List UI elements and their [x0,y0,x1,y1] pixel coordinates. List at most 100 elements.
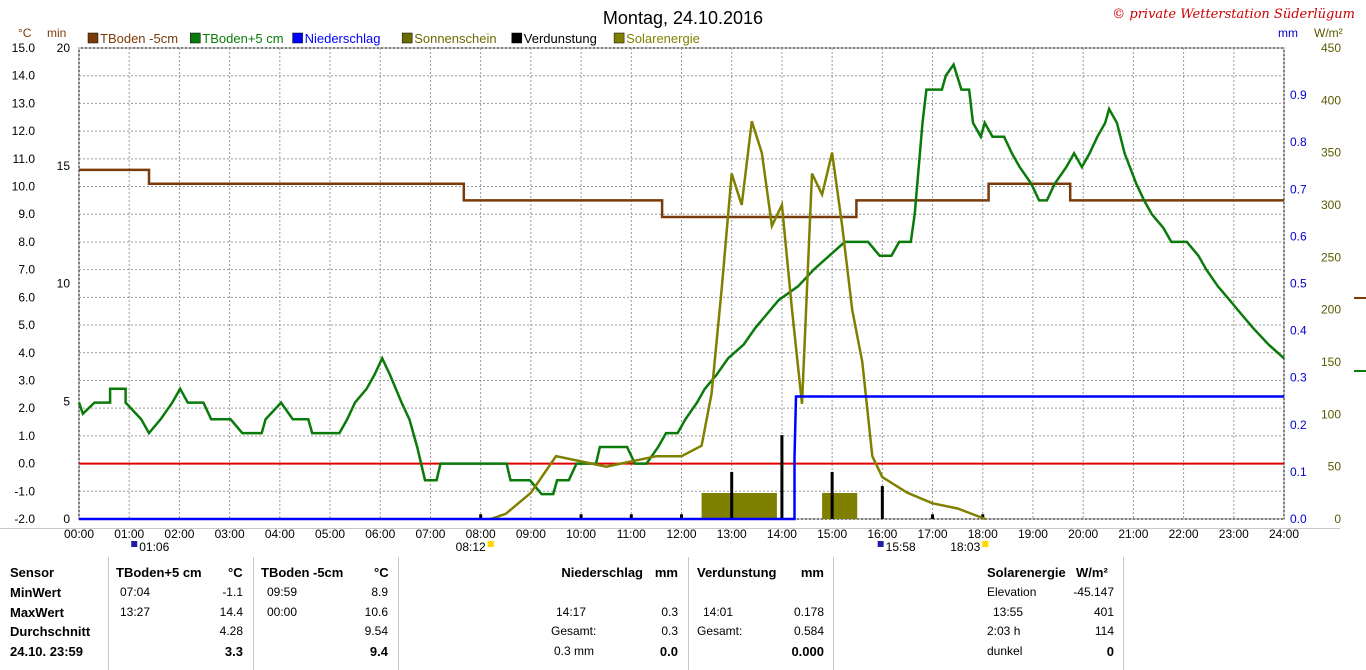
right-axis-unit-mm: mm [1278,26,1298,40]
y-tick-wm2: 100 [1321,407,1341,421]
niederschlag-max-value: 0.3 [661,605,678,619]
legend-swatch [401,32,413,44]
y-tick-wm2: 0 [1334,512,1341,526]
solarenergie-unit: W/m² [1076,565,1108,580]
solarenergie-header: Solarenergie [987,565,1066,580]
evaporation-bar [981,514,985,519]
moonset-marker [877,541,884,547]
solarenergie-elevation-value: -45.147 [1073,585,1114,599]
niederschlag-total-label: Gesamt: [551,624,597,638]
y-tick-wm2: 250 [1321,250,1341,264]
x-tick-label: 16:00 [867,527,897,541]
sunset-time-label: 18:03 [950,540,980,554]
x-tick-label: 18:00 [968,527,998,541]
statistics-table: Sensor MinWert MaxWert Durchschnitt 24.1… [0,528,1366,670]
x-tick-label: 24:00 [1269,527,1299,541]
y-tick-mm: 0.9 [1290,88,1307,102]
tboden5-avg-value: 4.28 [219,624,243,638]
y-tick-mm: 0.6 [1290,229,1307,243]
moonrise-marker [131,541,138,547]
y-tick-min: 20 [57,41,71,55]
left-axis-unit-min: min [47,26,66,40]
y-tick-temp: 14.0 [12,69,36,83]
y-tick-temp: 13.0 [12,96,36,110]
solarenergie-current-value: 0 [1106,644,1114,659]
legend-swatch [511,32,523,44]
y-tick-temp: 1.0 [18,429,35,443]
solarenergie-max-value: 401 [1093,605,1114,619]
series-line-tboden-minus5 [79,168,1284,219]
legend-swatch [190,32,201,44]
y-tick-mm: 0.3 [1290,371,1307,385]
y-tick-temp: 11.0 [13,152,36,166]
legend-label: TBoden+5 cm [202,31,283,46]
y-tick-wm2: 50 [1328,460,1342,474]
legend-label: TBoden -5cm [100,31,178,46]
sunset-marker [982,541,989,547]
niederschlag-header: Niederschlag [561,565,643,580]
solarenergie-status-label: dunkel [987,644,1023,658]
legend-label: Solarenergie [626,31,700,46]
y-tick-wm2: 150 [1321,355,1341,369]
sunrise-marker [487,541,494,547]
y-tick-min: 10 [57,277,71,291]
niederschlag-max-time: 14:17 [556,605,587,619]
y-tick-temp: 6.0 [18,290,35,304]
tboden-5-max-time: 00:00 [267,605,298,619]
y-tick-mm: 0.7 [1290,182,1307,196]
y-tick-temp: 15.0 [12,41,36,55]
durchschnitt-label: Durchschnitt [10,624,91,639]
tboden5-max-time: 13:27 [120,605,151,619]
x-tick-label: 17:00 [918,527,948,541]
x-tick-label: 11:00 [617,527,646,541]
legend-label: Sonnenschein [414,31,496,46]
tboden5-unit: °C [228,565,243,580]
moonset-time-label: 15:58 [886,540,916,554]
evaporation-bar [931,514,935,519]
y-tick-wm2: 350 [1321,146,1341,160]
y-tick-temp: 4.0 [18,346,35,360]
niederschlag-unit: mm [654,565,678,580]
y-tick-temp: 7.0 [18,263,35,277]
y-tick-mm: 0.2 [1290,418,1307,432]
x-tick-label: 19:00 [1018,527,1048,541]
x-tick-label: 14:00 [767,527,797,541]
y-tick-temp: -1.0 [14,484,35,498]
verdunstung-max-time: 14:01 [703,605,734,619]
solarenergie-elevation-label: Elevation [987,585,1037,599]
y-tick-mm: 0.4 [1290,324,1307,338]
tboden5-min-time: 07:04 [120,585,151,599]
x-tick-label: 07:00 [415,527,445,541]
y-tick-temp: 9.0 [18,207,35,221]
evaporation-bar [730,471,734,519]
sunrise-time-label: 08:12 [456,540,486,554]
x-tick-label: 22:00 [1169,527,1199,541]
x-tick-label: 15:00 [817,527,847,541]
y-tick-temp: 2.0 [18,401,35,415]
series-line-tboden-plus5 [77,61,1285,496]
x-tick-label: 21:00 [1118,527,1148,541]
x-tick-label: 05:00 [315,527,345,541]
current-time-label: 24.10. 23:59 [10,644,84,659]
tboden5-current-value: 3.3 [224,644,243,659]
y-tick-temp: -2.0 [14,512,35,526]
chart-title: Montag, 24.10.2016 [603,8,763,28]
y-tick-temp: 0.0 [18,457,35,471]
verdunstung-header: Verdunstung [697,565,777,580]
tboden5-min-value: -1.1 [222,585,243,599]
x-tick-label: 09:00 [516,527,546,541]
legend-swatch [613,32,625,44]
left-axis-unit-temp: °C [18,26,32,40]
weather-chart: 15.0 14.0 13.0 12.0 11.0 10.0 9.0 8.0 7.0 6.0 5.0 4… [12,7,1366,554]
copyright-label: © private Wetterstation Süderlügum [1112,7,1355,22]
solarenergie-avg-value: 114 [1094,624,1114,638]
tboden-5-min-value: 8.9 [371,585,388,599]
maxwert-label: MaxWert [10,605,64,620]
tboden5-header: TBoden+5 cm [116,565,202,580]
y-tick-mm: 0.1 [1290,465,1307,479]
verdunstung-current-value: 0.000 [791,644,824,659]
evaporation-bar [880,486,884,519]
x-tick-label: 12:00 [666,527,696,541]
x-tick-label: 01:00 [114,527,144,541]
y-tick-mm: 0.0 [1290,512,1307,526]
